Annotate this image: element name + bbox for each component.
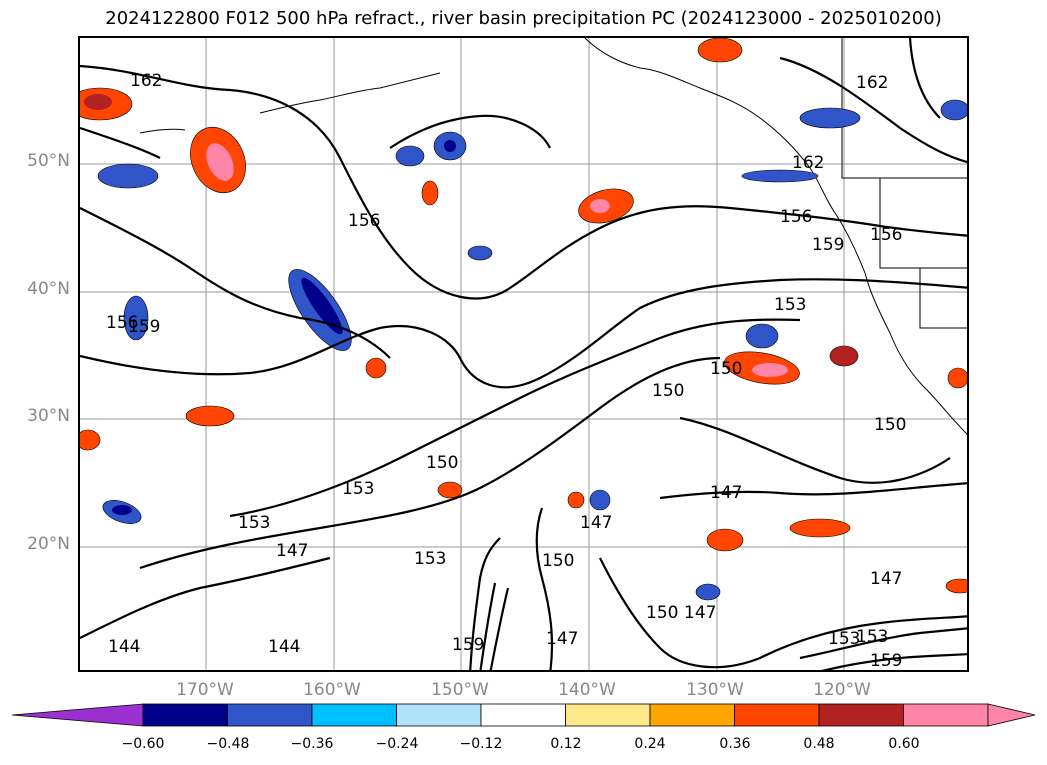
colorbar-cell <box>818 703 904 727</box>
lon-label: 130°W <box>686 680 744 700</box>
colorbar-cell <box>649 703 735 727</box>
contour-label: 153 <box>238 513 270 533</box>
colorbar-extend-low <box>11 703 144 727</box>
contour-labels: 162 162 162 156 156 156 156 159 159 159 … <box>106 71 906 671</box>
colorbar-tick: −0.24 <box>375 736 419 752</box>
contour-label: 162 <box>130 71 162 91</box>
contour-label: 147 <box>276 541 308 561</box>
contour-label: 150 <box>646 603 678 623</box>
colorbar-tick: −0.12 <box>459 736 503 752</box>
contour-label: 153 <box>828 629 860 649</box>
contour-label: 156 <box>106 313 138 333</box>
coastlines <box>139 38 967 435</box>
colorbar-tick: −0.36 <box>290 736 334 752</box>
colorbar-tick: 0.24 <box>634 736 666 752</box>
contour-label: 153 <box>856 627 888 647</box>
map-title: 2024122800 F012 500 hPa refract., river … <box>105 8 942 29</box>
contour-label: 147 <box>870 569 902 589</box>
map-panel: 162 162 162 156 156 156 156 159 159 159 … <box>78 36 969 672</box>
colorbar-cell <box>480 703 566 727</box>
lat-label: 30°N <box>27 406 70 426</box>
contour-label: 162 <box>856 73 888 93</box>
colorbar-cell <box>734 703 820 727</box>
colorbar <box>11 703 1036 727</box>
precip-pc-shading <box>80 38 967 601</box>
refractivity-contours <box>80 38 967 670</box>
contour-label: 159 <box>452 635 484 655</box>
colorbar-tick: 0.48 <box>803 736 835 752</box>
colorbar-tick: −0.60 <box>121 736 165 752</box>
contour-label: 153 <box>342 479 374 499</box>
contour-label: 150 <box>874 415 906 435</box>
contour-label: 153 <box>774 295 806 315</box>
lon-label: 140°W <box>558 680 616 700</box>
contour-label: 150 <box>710 359 742 379</box>
colorbar-cell <box>142 703 228 727</box>
colorbar-cell <box>565 703 651 727</box>
colorbar-tick: −0.48 <box>206 736 250 752</box>
contour-label: 159 <box>128 317 160 337</box>
colorbar-extend-high <box>987 703 1036 727</box>
contour-label: 147 <box>684 603 716 623</box>
contour-label: 162 <box>792 153 824 173</box>
contour-label: 144 <box>108 637 140 657</box>
contour-label: 150 <box>426 453 458 473</box>
map-svg: 162 162 162 156 156 156 156 159 159 159 … <box>80 38 967 671</box>
contour-label: 147 <box>710 483 742 503</box>
contour-label: 147 <box>546 629 578 649</box>
colorbar-tick: 0.60 <box>888 736 920 752</box>
contour-label: 153 <box>414 549 446 569</box>
contour-label: 159 <box>870 651 902 671</box>
colorbar-cell <box>903 703 989 727</box>
colorbar-tick-labels: −0.60 −0.48 −0.36 −0.24 −0.12 0.12 0.24 … <box>0 736 1047 760</box>
lat-label: 20°N <box>27 534 70 554</box>
contour-label: 150 <box>652 381 684 401</box>
contour-label: 144 <box>268 637 300 657</box>
lon-label: 120°W <box>813 680 871 700</box>
lat-label: 50°N <box>27 151 70 171</box>
colorbar-cell <box>396 703 482 727</box>
lon-label: 170°W <box>176 680 234 700</box>
contour-label: 147 <box>580 513 612 533</box>
contour-label: 156 <box>780 207 812 227</box>
lon-label: 150°W <box>431 680 489 700</box>
lon-label: 160°W <box>303 680 361 700</box>
colorbar-tick: 0.12 <box>550 736 582 752</box>
colorbar-cell <box>227 703 313 727</box>
colorbar-tick: 0.36 <box>719 736 751 752</box>
contour-label: 156 <box>870 225 902 245</box>
contour-label: 159 <box>812 235 844 255</box>
lat-label: 40°N <box>27 279 70 299</box>
contour-label: 150 <box>542 551 574 571</box>
colorbar-cell <box>311 703 397 727</box>
contour-label: 156 <box>348 211 380 231</box>
